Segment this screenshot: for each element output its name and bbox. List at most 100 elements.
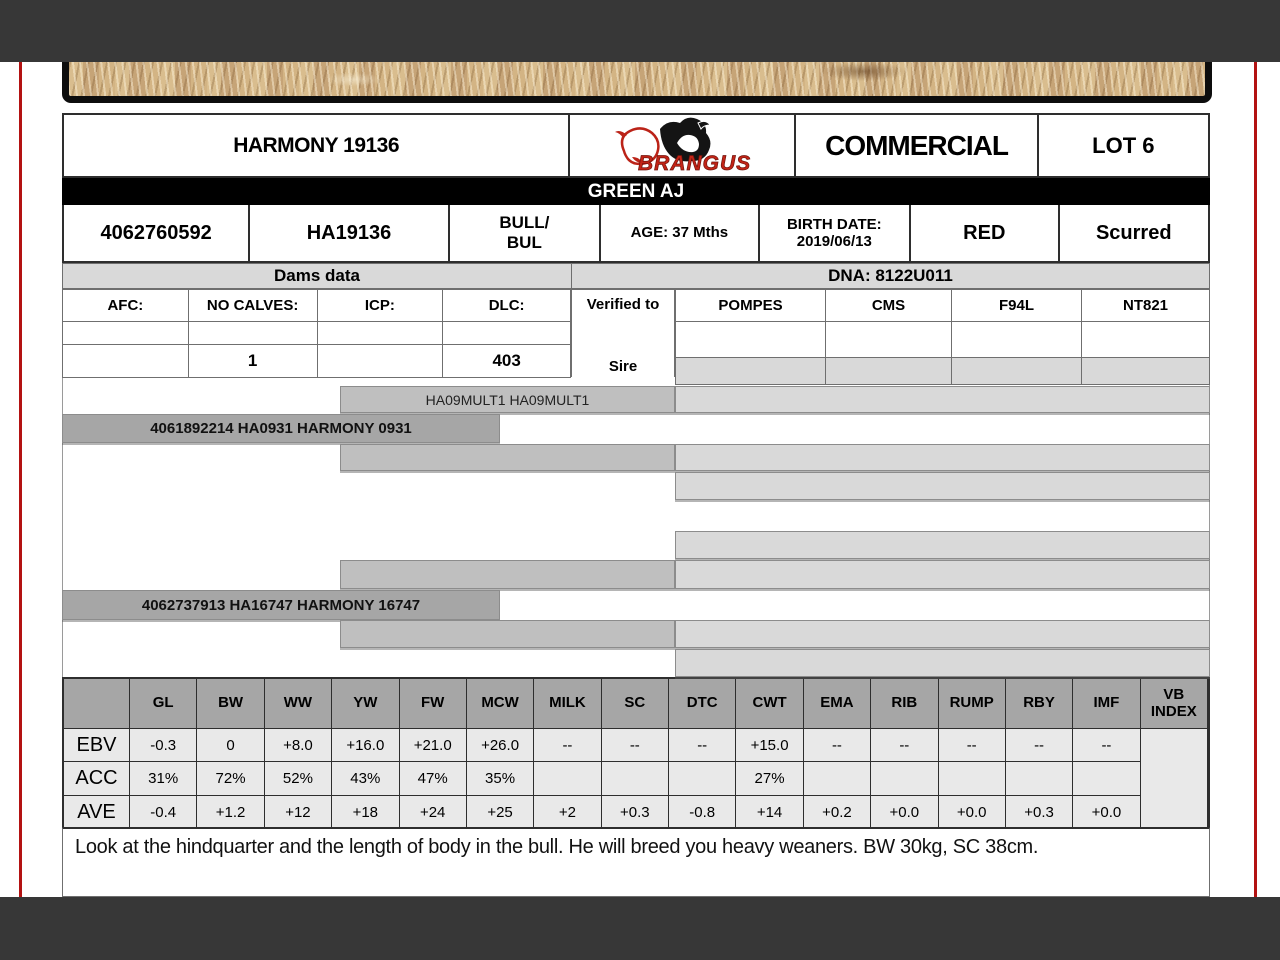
ebv-value: -0.3	[130, 729, 198, 762]
acc-value	[803, 762, 872, 796]
ave-value: +1.2	[197, 796, 265, 829]
acc-value	[871, 762, 939, 796]
dna-header: DNA: 8122U011	[571, 263, 1210, 289]
acc-value	[601, 762, 669, 796]
dna-result-empty	[952, 322, 1082, 358]
acc-value: 27%	[736, 762, 804, 796]
acc-value: 47%	[399, 762, 467, 796]
birth-date-value: 2019/06/13	[796, 233, 872, 250]
dna-test-nt821: NT821	[1082, 289, 1210, 322]
dna-gray-row-cell	[952, 358, 1082, 385]
pedigree-bar-sires-sire: HA09MULT1 HA09MULT1	[340, 386, 675, 413]
pedigree-bar-sires-dam	[340, 444, 675, 471]
registration-number: 4062760592	[64, 205, 251, 261]
acc-value	[1005, 762, 1074, 796]
dna-result-empty	[675, 322, 826, 358]
ave-value: +0.3	[1005, 796, 1074, 829]
ebv-col-header: VB INDEX	[1140, 679, 1208, 729]
acc-value: 43%	[332, 762, 400, 796]
ebv-row-label: EBV	[64, 729, 130, 762]
ave-value: +24	[399, 796, 467, 829]
bull-heads-icon: BRANGUS	[615, 117, 751, 175]
pedigree-bar-gen3	[675, 386, 1210, 413]
pedigree-bar-gen3	[675, 620, 1210, 648]
ebv-value: +8.0	[264, 729, 333, 762]
acc-value: 72%	[197, 762, 265, 796]
ebv-col-header	[64, 679, 130, 729]
ave-value: +0.0	[871, 796, 939, 829]
left-red-rule	[19, 62, 22, 897]
acc-value	[669, 762, 737, 796]
title-row: HARMONY 19136 BRANGUS COMMERCIAL LOT 6	[62, 113, 1210, 178]
section-headers: Dams data DNA: 8122U011	[62, 263, 1210, 289]
pedigree-bar-gen3	[675, 444, 1210, 471]
dna-result-empty	[1082, 322, 1210, 358]
category-label: COMMERCIAL	[796, 115, 1039, 176]
pedigree-bar-dams-dam	[340, 620, 675, 648]
ebv-value: +26.0	[466, 729, 535, 762]
sale-comment: Look at the hindquarter and the length o…	[62, 827, 1210, 897]
afc-label: AFC:	[63, 289, 189, 322]
sex-line1: BULL/	[499, 213, 550, 233]
lot-number: LOT 6	[1092, 132, 1155, 158]
horn-status-cell: Scurred	[1095, 221, 1172, 244]
ebv-col-header: IMF	[1073, 679, 1141, 729]
no-calves-empty	[188, 322, 318, 345]
ave-value: +0.0	[1073, 796, 1141, 829]
top-frame-bar	[0, 0, 1280, 62]
ave-value: +0.0	[938, 796, 1006, 829]
verified-line1: Verified to	[586, 296, 660, 313]
acc-value	[534, 762, 602, 796]
ave-value: -0.8	[669, 796, 737, 829]
pedigree-bar-gen3	[675, 531, 1210, 559]
ebv-col-header: RBY	[1005, 679, 1074, 729]
ebv-col-header: MILK	[534, 679, 602, 729]
ebv-value: +16.0	[332, 729, 400, 762]
dams-data-table: AFC: NO CALVES: ICP: DLC: 1 403	[62, 289, 571, 378]
ave-value: -0.4	[130, 796, 198, 829]
ebv-col-header: GL	[130, 679, 198, 729]
ebv-value: --	[871, 729, 939, 762]
ebv-col-header: CWT	[736, 679, 804, 729]
afc-empty	[63, 322, 189, 345]
ave-value: +18	[332, 796, 400, 829]
no-calves-label: NO CALVES:	[188, 289, 318, 322]
no-calves-value: 1	[188, 345, 318, 378]
colour-cell: RED	[911, 205, 1060, 261]
tag-number: HA19136	[250, 205, 450, 261]
ebv-value: 0	[197, 729, 265, 762]
ebv-value: --	[534, 729, 602, 762]
ave-value: +14	[736, 796, 804, 829]
ebv-col-header: SC	[601, 679, 669, 729]
verified-to-sire-cell: Verified to Sire	[571, 289, 675, 377]
acc-value: 35%	[466, 762, 535, 796]
dlc-empty	[443, 322, 571, 345]
ave-value: +25	[466, 796, 535, 829]
icp-label: ICP:	[317, 289, 444, 322]
pedigree-bar-gen3	[675, 649, 1210, 677]
ebv-col-header: BW	[197, 679, 265, 729]
pedigree-bar-gen3	[675, 472, 1210, 500]
acc-value: 31%	[130, 762, 198, 796]
dna-test-pompes: POMPES	[675, 289, 826, 322]
ebv-value: --	[938, 729, 1006, 762]
ebv-row-label: AVE	[64, 796, 130, 829]
ebv-col-header: YW	[332, 679, 400, 729]
age-cell: AGE: 37 Mths	[601, 205, 760, 261]
ebv-col-header: MCW	[466, 679, 535, 729]
breeder-name-bar: GREEN AJ	[62, 178, 1210, 205]
ebv-value: --	[669, 729, 737, 762]
ebv-col-header: WW	[264, 679, 333, 729]
dlc-label: DLC:	[443, 289, 571, 322]
dlc-value: 403	[443, 345, 571, 378]
dna-result-empty	[826, 322, 952, 358]
ebv-col-header: RIB	[871, 679, 939, 729]
animal-name: HARMONY 19136	[64, 115, 571, 176]
birth-date-cell: BIRTH DATE: 2019/06/13	[760, 205, 912, 261]
acc-value	[938, 762, 1006, 796]
verified-line2: Sire	[608, 358, 638, 375]
acc-value: 52%	[264, 762, 333, 796]
ave-value: +12	[264, 796, 333, 829]
ebv-col-header: FW	[399, 679, 467, 729]
